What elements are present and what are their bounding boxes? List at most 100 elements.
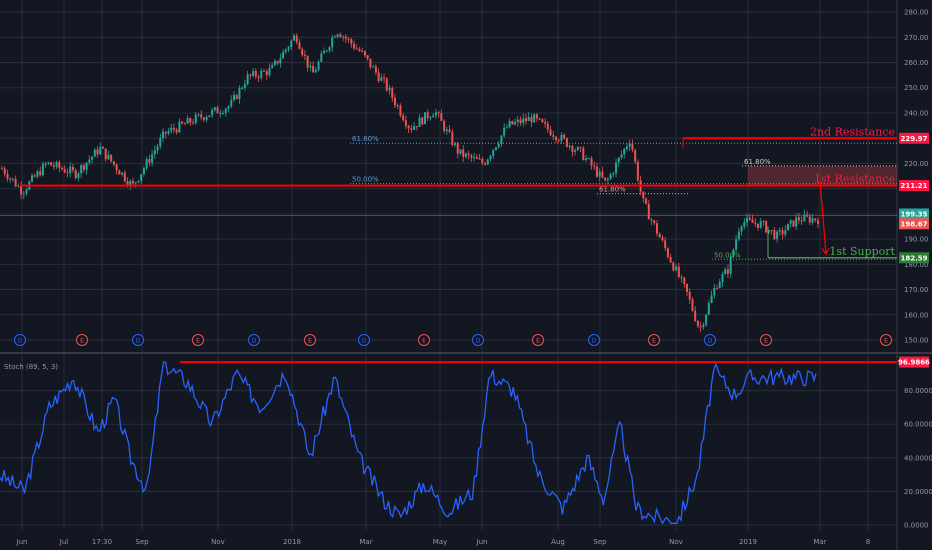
- candle-body: [317, 61, 320, 71]
- candle-body: [746, 217, 749, 223]
- resistance-zone-box: [748, 165, 897, 186]
- candle-body: [243, 84, 246, 88]
- level-label: 2nd Resistance: [810, 125, 895, 138]
- candle-body: [336, 34, 339, 37]
- candle-body: [145, 159, 148, 169]
- candle-body: [729, 256, 732, 274]
- candle-body: [437, 112, 440, 114]
- candle-body: [6, 174, 9, 179]
- candle-body: [666, 248, 669, 257]
- candle-body: [743, 222, 746, 227]
- stoch-tick-label: 60.0000: [904, 421, 932, 429]
- candle-body: [323, 51, 326, 54]
- candle-body: [404, 120, 407, 126]
- stoch-tick-label: 80.0000: [904, 387, 932, 395]
- candle-body: [140, 174, 143, 181]
- time-tick-label: Aug: [551, 538, 565, 546]
- price-tick-label: 240.00: [904, 109, 929, 117]
- fib-label: 50.00%: [352, 176, 379, 184]
- candle-body: [814, 218, 817, 221]
- candle-body: [628, 143, 631, 147]
- candle-body: [781, 230, 784, 235]
- candle-body: [1, 168, 3, 170]
- candle-body: [227, 106, 230, 109]
- candle-body: [481, 158, 484, 164]
- candle-body: [489, 155, 492, 160]
- event-marker-label: D: [362, 338, 367, 345]
- candle-body: [604, 177, 607, 181]
- event-marker-label: D: [592, 338, 597, 345]
- candle-body: [568, 145, 571, 147]
- candle-body: [331, 37, 334, 48]
- candle-body: [456, 143, 459, 154]
- candle-body: [74, 170, 77, 179]
- candle-body: [631, 143, 634, 150]
- event-marker-label: E: [652, 338, 656, 345]
- candle-body: [66, 172, 69, 174]
- candle-body: [137, 180, 140, 183]
- candle-body: [492, 149, 495, 156]
- candle-body: [557, 140, 560, 142]
- fib-label: 61.80%: [352, 135, 379, 143]
- earnings-marker: [760, 334, 772, 346]
- candle-body: [494, 147, 497, 150]
- candle-body: [792, 220, 795, 227]
- candle-body: [705, 314, 708, 325]
- time-tick-label: Nov: [669, 538, 683, 546]
- candle-body: [808, 216, 811, 223]
- price-tags: 229.97 211.21 199.35 198.67 182.59 96.9866: [898, 132, 930, 368]
- dividend-marker: [472, 334, 484, 346]
- candle-body: [527, 117, 530, 122]
- candle-body: [260, 70, 263, 78]
- candle-body: [393, 97, 396, 106]
- candle-body: [11, 178, 14, 180]
- candle-body: [107, 154, 110, 160]
- candle-body: [93, 149, 96, 157]
- candle-body: [33, 175, 36, 177]
- candle-body: [131, 181, 134, 184]
- candle-body: [328, 47, 331, 51]
- candle-body: [380, 77, 383, 81]
- candle-body: [601, 171, 604, 178]
- candle-body: [279, 58, 282, 64]
- candle-body: [208, 115, 211, 118]
- candle-body: [295, 35, 298, 43]
- candle-body: [754, 222, 757, 224]
- candle-body: [282, 51, 285, 59]
- candle-body: [353, 43, 356, 49]
- price-tick-label: 150.00: [904, 337, 929, 345]
- time-tick-label: Mar: [359, 538, 372, 546]
- candle-body: [778, 230, 781, 232]
- price-tick-label: 220.00: [904, 160, 929, 168]
- event-marker-label: D: [476, 338, 481, 345]
- candle-body: [366, 55, 369, 59]
- candle-body: [110, 154, 113, 162]
- time-tick-label: Jun: [476, 538, 488, 546]
- event-marker-label: E: [536, 338, 540, 345]
- candle-body: [50, 162, 53, 166]
- candle-body: [44, 163, 47, 165]
- candle-body: [765, 221, 768, 233]
- stoch-tick-label: 20.0000: [904, 488, 932, 496]
- candle-body: [156, 146, 159, 151]
- candle-body: [462, 149, 465, 157]
- candle-body: [486, 159, 489, 165]
- candle-body: [361, 51, 364, 53]
- candle-body: [399, 105, 402, 116]
- candle-body: [497, 143, 500, 148]
- candle-body: [478, 158, 481, 160]
- candle-body: [574, 150, 577, 152]
- candle-body: [372, 66, 375, 68]
- time-axis: Jun Jul 17:30 Sep Nov 2018 Mar May Jun Aug Sep Nov 2…: [16, 538, 871, 546]
- candle-body: [192, 122, 195, 124]
- candle-body: [459, 149, 462, 154]
- candle-body: [257, 76, 260, 78]
- candle-body: [675, 266, 678, 271]
- candle-body: [148, 159, 151, 163]
- candle-body: [429, 117, 432, 119]
- candle-body: [590, 158, 593, 166]
- candle-body: [290, 40, 293, 48]
- candle-body: [748, 217, 751, 220]
- candle-body: [669, 256, 672, 263]
- earnings-marker: [76, 334, 88, 346]
